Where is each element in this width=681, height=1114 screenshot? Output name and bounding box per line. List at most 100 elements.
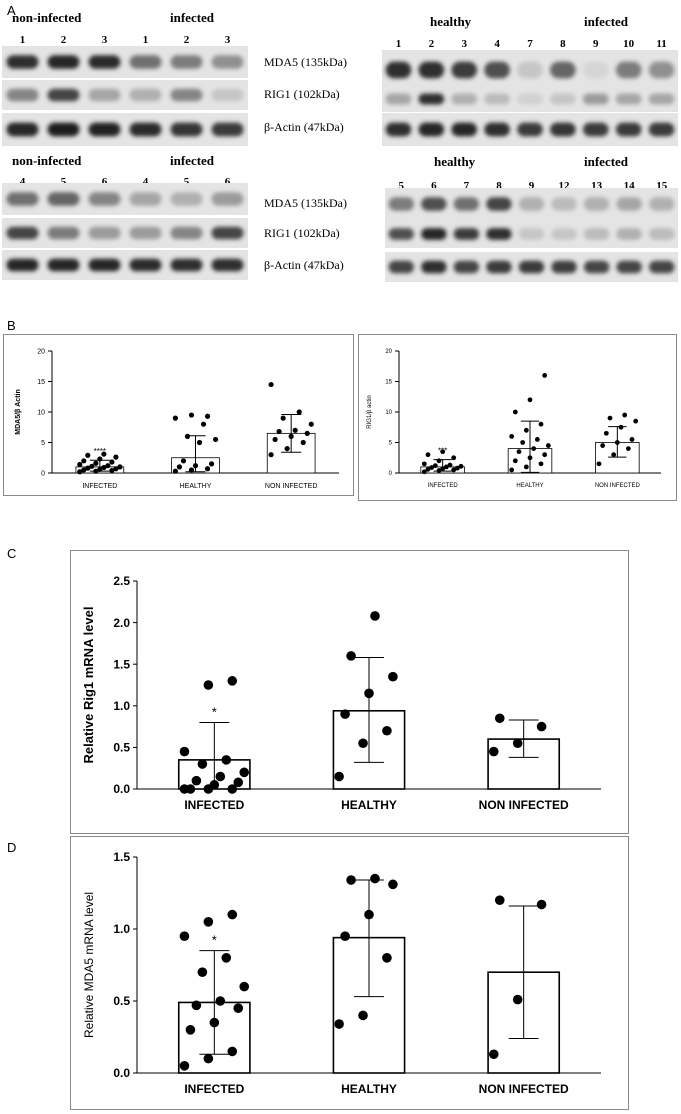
data-point [421, 469, 427, 475]
panel-letter-c: C [7, 546, 17, 561]
rig1-mrna-chart: 0.0 0.5 1.0 1.5 2.0 2.5 Relative Rig1 mRNA lev… [81, 574, 601, 812]
blot-band-mda5 [418, 61, 445, 79]
data-point [200, 421, 207, 427]
blot-band-actin [88, 122, 121, 137]
y-tick-label: 0.0 [113, 782, 130, 796]
blot-band-mda5 [88, 55, 121, 69]
lane-number: 5 [183, 176, 190, 188]
y-tick-label: 20 [385, 349, 392, 355]
data-point [197, 759, 208, 769]
y-tick-label: 15 [385, 380, 392, 386]
lane-number: 1 [142, 34, 149, 46]
data-point [536, 721, 547, 732]
category-label: HEALTHY [516, 483, 543, 489]
data-point [523, 427, 529, 433]
blot-strip-rig1 [2, 218, 248, 248]
y-tick-label: 10 [37, 409, 45, 416]
data-point [611, 452, 617, 458]
blot-band-mda5 [170, 192, 203, 206]
blot-band-rig1 [47, 88, 80, 102]
protein-label-rig1-top: RIG1 (102kDa) [264, 87, 340, 101]
blot-band-rig1 [388, 228, 414, 240]
data-point [340, 931, 350, 941]
blot-band-rig1 [6, 88, 39, 102]
data-point [358, 1010, 368, 1021]
data-point [203, 1053, 214, 1064]
protein-label-mda5-bottom: MDA5 (135kDa) [264, 196, 347, 210]
y-axis-label: Relative MDA5 mRNA level [82, 892, 96, 1038]
lane-number: 4 [494, 38, 500, 50]
lane-number: 13 [591, 180, 603, 192]
blot-band-mda5 [6, 55, 39, 69]
category-label: INFECTED [82, 483, 117, 490]
blot-band-mda5 [517, 61, 543, 79]
blot-band-actin [451, 122, 478, 137]
blot-band-rig1 [451, 93, 478, 105]
blot-band-rig1 [484, 93, 510, 105]
data-point [512, 994, 523, 1005]
lane-number: 5 [60, 176, 67, 188]
blot-band-mda5 [385, 61, 412, 79]
blot-band-actin [550, 122, 576, 137]
y-tick-label: 2.5 [113, 574, 130, 588]
data-point [105, 463, 111, 469]
blot-band-rig1 [170, 226, 203, 240]
blot-bl-group-2: infected [170, 153, 215, 168]
data-point [191, 775, 202, 786]
blot-band-rig1 [615, 93, 642, 105]
data-point [382, 953, 392, 963]
data-point [429, 465, 435, 470]
data-point [538, 421, 544, 427]
data-point [432, 463, 438, 469]
data-point [458, 463, 464, 469]
blot-band-mda5 [616, 197, 642, 211]
data-point [212, 436, 219, 443]
blot-band-actin [388, 260, 414, 274]
data-point [172, 468, 179, 474]
data-point [203, 680, 214, 690]
data-point [179, 746, 190, 757]
significance-marker: **** [94, 447, 106, 456]
lane-number: 4 [142, 176, 149, 188]
y-axis-label: MDA5/β Actin [15, 389, 22, 435]
data-point [370, 611, 380, 621]
data-point [545, 443, 551, 448]
category-label: NON INFECTED [479, 798, 569, 812]
data-point [512, 409, 518, 415]
blot-band-rig1 [385, 93, 412, 105]
data-point [346, 875, 356, 885]
category-label: NON INFECTED [595, 483, 641, 489]
y-tick-label: 1.0 [113, 699, 130, 713]
blot-band-rig1 [648, 93, 675, 105]
data-point [421, 461, 427, 467]
blot-band-actin [47, 258, 80, 272]
blot-band-actin [170, 258, 203, 272]
lane-number: 9 [528, 180, 535, 192]
blot-band-rig1 [211, 88, 244, 102]
panel-b-left-frame: 0 5 10 15 20 MDA5/β Actin **** INFECTED HEALTHY N… [3, 334, 354, 496]
blot-band-actin [385, 122, 412, 137]
western-blot-images [2, 46, 678, 282]
data-point [512, 738, 523, 749]
data-point [215, 996, 226, 1006]
data-point [227, 676, 238, 686]
data-point [443, 464, 449, 470]
data-point [221, 953, 232, 963]
data-point [188, 467, 195, 473]
data-point [304, 430, 310, 436]
protein-label-mda5-top: MDA5 (135kDa) [264, 55, 347, 69]
data-point [113, 466, 119, 472]
blot-band-actin [517, 122, 543, 137]
lane-number: 12 [558, 180, 570, 192]
blot-band-actin [649, 260, 675, 274]
blot-band-actin [211, 258, 244, 272]
lane-number: 1 [19, 34, 26, 46]
data-point [81, 458, 87, 464]
data-point [268, 381, 274, 388]
lane-number: 3 [224, 34, 231, 46]
data-point [89, 463, 95, 469]
data-point [633, 418, 639, 424]
data-point [272, 436, 278, 443]
data-point [77, 469, 83, 475]
data-point [534, 437, 540, 442]
